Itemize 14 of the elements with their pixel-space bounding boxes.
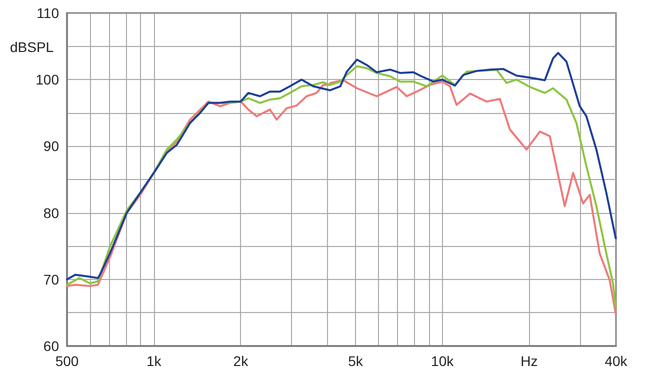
x-tick-label: 500 [55, 353, 79, 369]
y-tick-label: 90 [43, 138, 60, 154]
y-axis-title: dBSPL [10, 39, 54, 55]
x-tick-label: 10k [431, 353, 455, 369]
x-tick-label: 1k [146, 353, 162, 369]
y-tick-label: 100 [36, 72, 60, 88]
x-tick-label: 5k [348, 353, 364, 369]
y-tick-label: 80 [43, 204, 60, 221]
y-tick-label: 60 [43, 338, 60, 354]
x-tick-label: Hz [520, 353, 538, 369]
y-tick-label: 70 [43, 271, 60, 288]
y-tick-label: 110 [36, 5, 60, 21]
x-tick-label: 40k [604, 353, 628, 369]
x-tick-label: 2k [233, 353, 250, 369]
